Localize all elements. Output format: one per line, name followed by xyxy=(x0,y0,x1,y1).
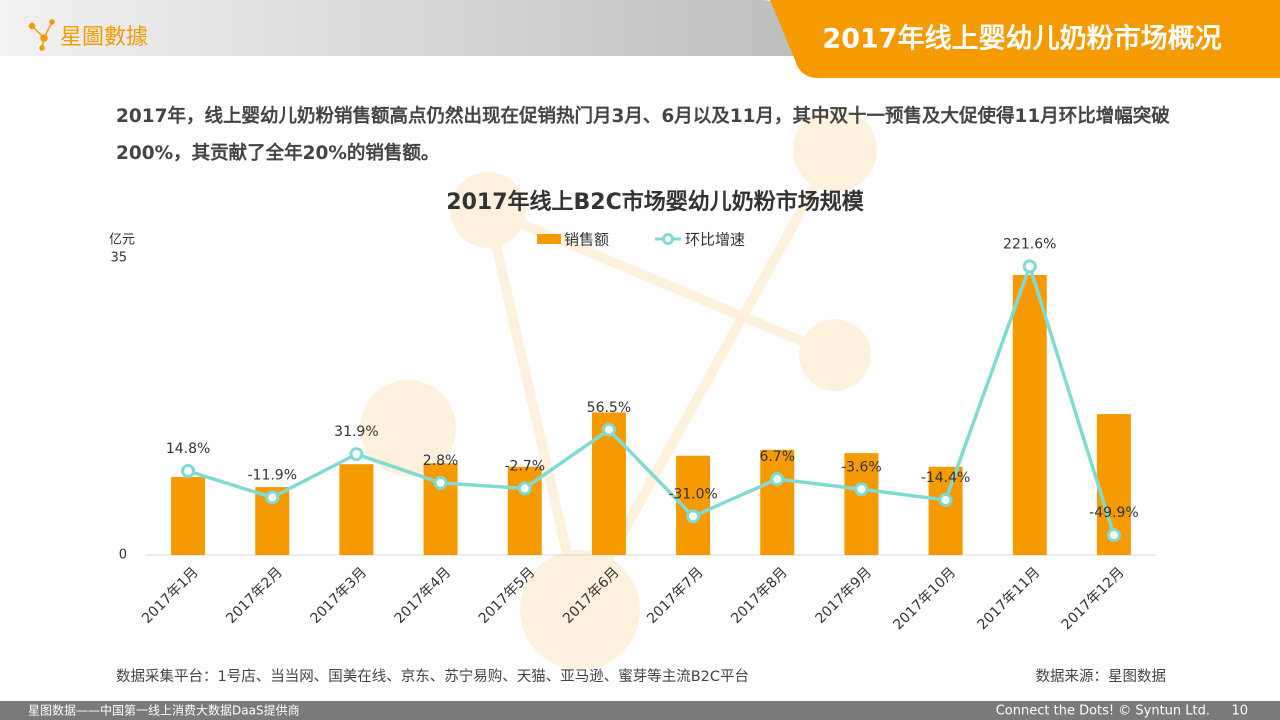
data-label: 31.9% xyxy=(334,424,378,440)
y-tick-label: 35 xyxy=(110,251,127,266)
page-number: 10 xyxy=(1231,704,1248,719)
legend-marker xyxy=(662,233,674,245)
x-tick-label: 2017年9月 xyxy=(812,564,875,627)
bar xyxy=(1012,274,1047,555)
legend-label: 环比增速 xyxy=(685,231,745,249)
line-marker xyxy=(1022,259,1037,274)
line-marker xyxy=(265,490,280,505)
chart-title: 2017年线上B2C市场婴幼儿奶粉市场规模 xyxy=(446,189,864,215)
data-label: 2.8% xyxy=(423,453,459,469)
line-marker xyxy=(601,422,616,437)
data-label: 221.6% xyxy=(1003,236,1056,252)
line-marker xyxy=(938,492,953,507)
x-tick-label: 2017年10月 xyxy=(890,564,959,633)
x-tick-label: 2017年11月 xyxy=(974,564,1043,633)
x-tick-label: 2017年7月 xyxy=(644,564,707,627)
header-bar xyxy=(0,0,810,56)
bar xyxy=(339,464,374,555)
y-axis-label: 亿元 xyxy=(109,233,135,248)
x-tick-label: 2017年3月 xyxy=(307,564,370,627)
data-label: -14.4% xyxy=(921,470,971,486)
x-tick-label: 2017年12月 xyxy=(1059,564,1128,633)
data-label: -3.6% xyxy=(841,459,882,475)
line-marker xyxy=(854,482,869,497)
x-tick-label: 2017年4月 xyxy=(392,564,455,627)
line-marker xyxy=(349,447,364,462)
x-tick-label: 2017年1月 xyxy=(139,564,202,627)
line-marker xyxy=(517,481,532,496)
data-label: 56.5% xyxy=(587,400,631,416)
line-marker xyxy=(1106,528,1121,543)
line xyxy=(187,260,1116,536)
x-tick-label: 2017年8月 xyxy=(728,564,791,627)
line-marker xyxy=(686,509,701,524)
footer-left: 星图数据——中国第一线上消费大数据DaaS提供商 xyxy=(28,703,300,718)
bar xyxy=(844,453,879,555)
line-marker xyxy=(433,475,448,490)
legend-label: 销售额 xyxy=(564,231,609,249)
data-label: -49.9% xyxy=(1089,505,1139,521)
logo-icon xyxy=(28,19,55,51)
note-platforms: 数据采集平台：1号店、当当网、国美在线、京东、苏宁易购、天猫、亚马逊、蜜芽等主流… xyxy=(116,667,749,685)
title-tab xyxy=(770,0,1280,78)
data-label: 14.8% xyxy=(166,441,210,457)
page-title: 2017年线上婴幼儿奶粉市场概况 xyxy=(822,23,1221,55)
x-tick-label: 2017年2月 xyxy=(223,564,286,627)
logo-text: 星圖數據 xyxy=(60,25,148,50)
line-marker xyxy=(770,472,785,487)
data-label: -11.9% xyxy=(247,467,297,483)
footer-bar xyxy=(0,701,1280,720)
bar xyxy=(171,476,206,555)
data-label: -31.0% xyxy=(668,486,718,502)
bar xyxy=(760,449,795,555)
line-marker xyxy=(181,464,196,479)
summary: 2017年，线上婴幼儿奶粉销售额高点仍然出现在促销热门月3月、6月以及11月，其… xyxy=(116,106,1170,164)
data-label: -2.7% xyxy=(504,458,545,474)
legend-swatch xyxy=(537,234,561,244)
bar xyxy=(928,466,963,555)
footer-right: Connect the Dots! © Syntun Ltd. xyxy=(996,704,1210,719)
y-tick-label: 0 xyxy=(119,548,127,563)
note-source: 数据来源：星图数据 xyxy=(1036,668,1167,685)
data-label: 6.7% xyxy=(759,449,795,465)
